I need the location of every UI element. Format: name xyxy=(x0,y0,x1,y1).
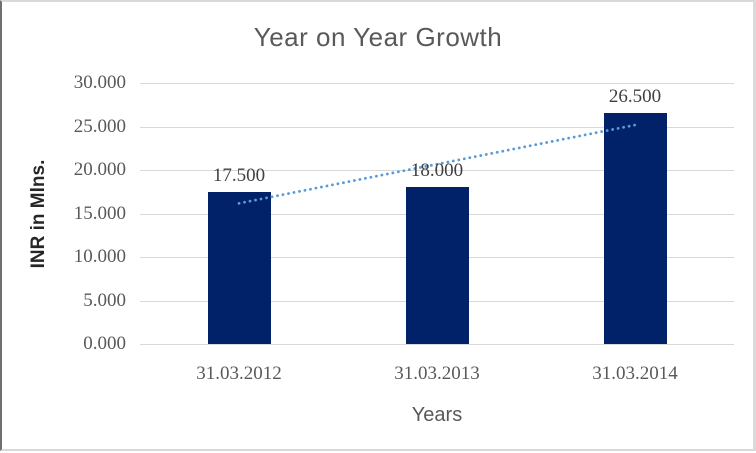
y-tick-label: 15.000 xyxy=(73,203,126,224)
bar xyxy=(208,192,271,344)
gridline xyxy=(140,344,734,345)
chart-title: Year on Year Growth xyxy=(253,22,503,52)
x-category-label: 31.03.2012 xyxy=(196,363,282,384)
bar xyxy=(406,187,469,344)
x-category-label: 31.03.2013 xyxy=(394,363,480,384)
x-category-label: 31.03.2014 xyxy=(592,363,678,384)
x-axis-title: Years xyxy=(411,404,463,426)
gridline xyxy=(140,83,734,84)
data-label: 18.000 xyxy=(410,160,464,181)
y-tick-label: 10.000 xyxy=(73,246,126,267)
y-tick-label: 5.000 xyxy=(83,290,126,311)
data-label: 17.500 xyxy=(212,165,266,186)
y-tick-label: 25.000 xyxy=(73,116,126,137)
y-tick-label: 20.000 xyxy=(73,159,126,180)
bar xyxy=(604,113,667,344)
y-tick-label: 0.000 xyxy=(83,333,126,354)
data-label: 26.500 xyxy=(608,86,662,107)
y-tick-label: 30.000 xyxy=(73,72,126,93)
